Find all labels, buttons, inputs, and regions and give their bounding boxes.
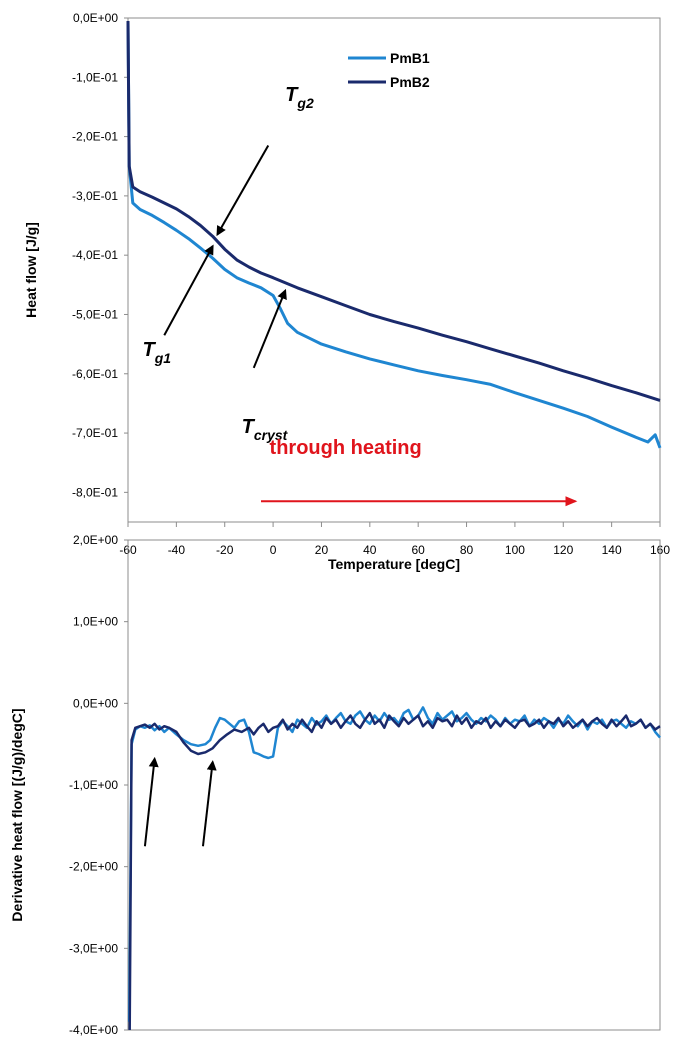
series-line-pmb2 [128, 711, 661, 1031]
y-tick-label: 0,0E+00 [73, 696, 118, 710]
y-tick-label: -2,0E+00 [69, 860, 118, 874]
x-tick-label: 100 [505, 543, 525, 557]
y-tick-label: -3,0E-01 [72, 189, 118, 203]
annotation-through-heating: through heating [270, 437, 422, 459]
series-line-pmb1 [126, 20, 662, 449]
annotation-cryst: Tcryst [242, 416, 289, 443]
annotation-arrow [216, 144, 270, 237]
y-tick-label: -8,0E-01 [72, 485, 118, 499]
y-tick-label: -1,0E+00 [69, 778, 118, 792]
annotation-arrow [143, 756, 159, 847]
annotation-arrow [163, 244, 214, 336]
series-line-pmb1 [127, 706, 661, 1022]
x-tick-label: -20 [216, 543, 234, 557]
y-tick-label: -1,0E-01 [72, 70, 118, 84]
x-axis-label: Temperature [degC] [328, 556, 460, 572]
plot-frame [127, 17, 661, 523]
y-axis-label: Derivative heat flow [(J/g)/degC] [9, 708, 25, 921]
annotation-arrow [252, 288, 287, 369]
annotation-g2: Tg2 [285, 84, 314, 111]
annotation-g1: Tg1 [143, 339, 172, 366]
x-tick-label: 120 [553, 543, 573, 557]
y-tick-label: -4,0E-01 [72, 248, 118, 262]
x-tick-label: 0 [270, 543, 277, 557]
y-tick-label: -4,0E+00 [69, 1023, 118, 1037]
legend-label: PmB1 [390, 50, 430, 66]
x-tick-label: 20 [315, 543, 329, 557]
y-tick-label: 1,0E+00 [73, 615, 118, 629]
y-tick-label: -2,0E-01 [72, 130, 118, 144]
y-tick-label: -7,0E-01 [72, 426, 118, 440]
x-tick-label: 60 [412, 543, 426, 557]
plot-frame [127, 539, 661, 1031]
x-tick-label: 80 [460, 543, 474, 557]
y-axis-label: Heat flow [J/g] [23, 222, 39, 318]
x-tick-label: 40 [363, 543, 377, 557]
y-tick-label: 0,0E+00 [73, 11, 118, 25]
y-tick-label: -3,0E+00 [69, 941, 118, 955]
x-tick-label: 140 [602, 543, 622, 557]
series-line-pmb2 [126, 20, 661, 402]
heat-flow-chart: 0,0E+00 -1,0E-01 -2,0E-01 -3,0E-01 -4,0E-01 -… [23, 11, 670, 572]
y-tick-label: -5,0E-01 [72, 307, 118, 321]
legend-label: PmB2 [390, 74, 430, 90]
y-tick-label: -6,0E-01 [72, 367, 118, 381]
derivative-chart: 2,0E+00 1,0E+00 0,0E+00 -1,0E+00 -2,0E+00 -3,… [9, 533, 661, 1037]
x-tick-label: -40 [168, 543, 186, 557]
annotation-arrow [201, 760, 217, 847]
y-tick-label: 2,0E+00 [73, 533, 118, 547]
